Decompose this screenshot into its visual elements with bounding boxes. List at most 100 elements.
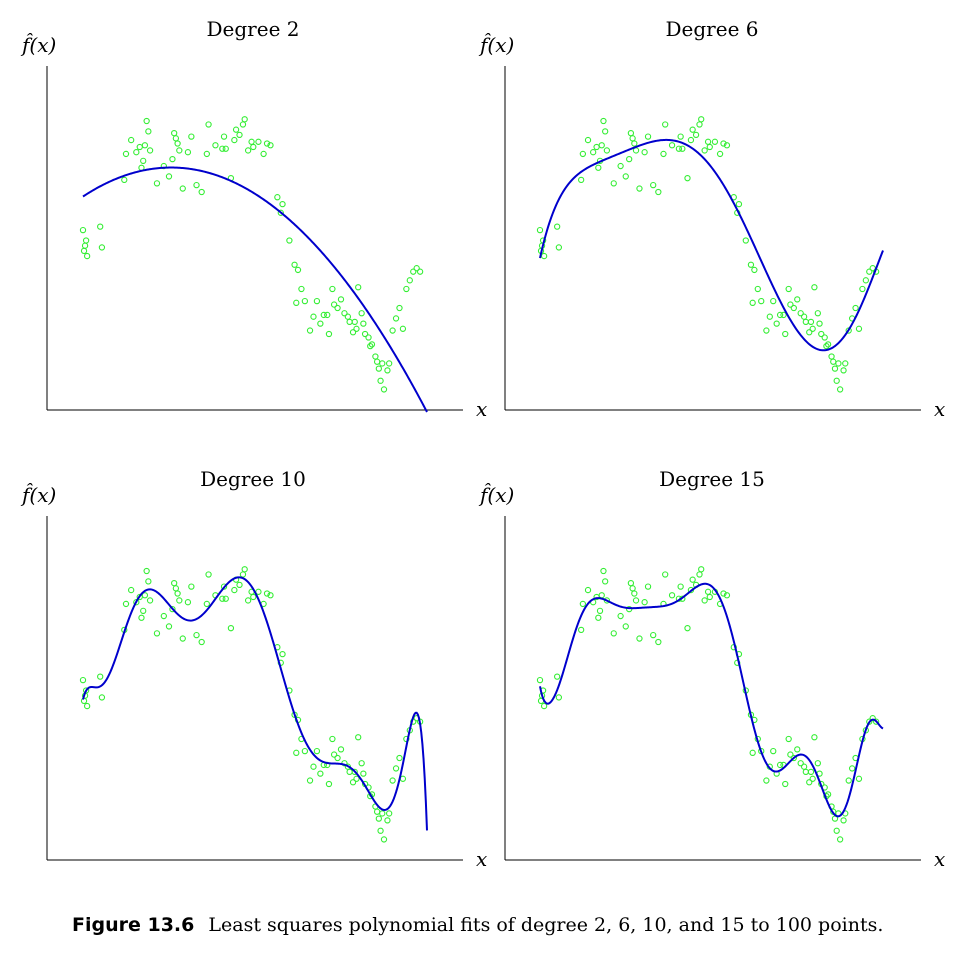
data-point [579,600,587,608]
data-point [836,386,844,393]
data-point [840,367,847,374]
data-point [325,330,333,338]
data-point [341,310,348,317]
data-point [231,586,238,594]
data-point [346,768,353,776]
data-point [662,571,669,578]
data-point [782,780,789,788]
data-point [193,181,200,189]
data-point [622,623,629,630]
data-point [317,320,324,327]
data-point [816,320,823,327]
data-point [773,320,780,327]
data-point [403,285,410,293]
data-point [140,157,147,164]
data-point [627,579,635,587]
data-point [313,297,321,305]
panel-degree-15: Degree 15 f̂(x) x [478,467,945,871]
data-point [821,334,828,341]
data-point [790,754,797,762]
data-point [98,694,106,701]
data-point [97,673,104,680]
data-point [392,315,400,322]
data-point [241,566,248,573]
data-point [626,155,633,163]
data-point [337,296,345,303]
data-point [790,304,797,312]
data-point [346,318,353,326]
data-point [379,810,386,817]
data-point [641,599,648,606]
data-point [241,116,248,123]
x-axis-label: x [934,397,945,421]
data-point [684,175,691,182]
data-point [143,567,150,575]
caption-label: Figure 13.6 [72,914,195,936]
data-point [809,775,816,782]
data-point [386,360,393,367]
data-point [274,194,281,201]
data-point [231,136,238,144]
data-point [367,342,374,350]
data-point [824,791,832,798]
data-point [279,650,286,658]
data-point [536,226,544,234]
data-point [294,266,302,274]
data-point [862,277,869,284]
data-point [301,747,309,755]
data-point [787,751,794,758]
data-point [578,176,585,184]
data-point [313,747,321,755]
data-point [380,836,388,843]
panel-degree-10: Degree 10 f̂(x) x [20,467,487,871]
data-point [392,765,400,772]
data-point [138,614,145,621]
data-point [317,770,324,777]
data-point [845,777,852,784]
data-point [128,136,135,144]
data-point [807,318,815,326]
data-point [267,142,274,149]
data-point [811,734,818,741]
data-point [146,597,154,604]
data-point [136,143,143,151]
data-point [540,252,548,260]
data-point [787,301,794,308]
data-point [720,590,727,597]
data-point [679,145,686,152]
data-point [263,590,271,597]
data-point [833,827,840,834]
data-point [802,318,809,326]
data-point [823,342,830,350]
data-point [763,777,770,784]
data-point [758,297,765,305]
data-point [836,836,844,843]
data-point [818,330,825,338]
data-point [198,188,205,196]
data-point [353,775,360,782]
data-point [320,311,327,319]
data-point [555,694,563,701]
data-point [617,162,624,170]
data-point [377,827,384,834]
data-point [536,676,544,684]
data-point [291,261,298,268]
chart-title: Degree 15 [659,467,765,491]
data-point [610,630,617,637]
data-point [650,181,657,189]
caption-text: Least squares polynomial fits of degree … [208,914,884,936]
data-point [595,164,602,171]
data-point [361,330,369,338]
data-point [184,149,192,156]
data-point [121,176,128,184]
data-point [301,297,309,305]
data-point [675,145,683,152]
panel-degree-6: Degree 6 f̂(x) x [478,17,945,421]
data-point [751,266,758,274]
data-point [610,180,617,187]
data-point [660,150,667,158]
data-point [153,180,161,187]
data-point [809,325,816,332]
data-point [325,780,333,788]
data-point [310,313,317,320]
